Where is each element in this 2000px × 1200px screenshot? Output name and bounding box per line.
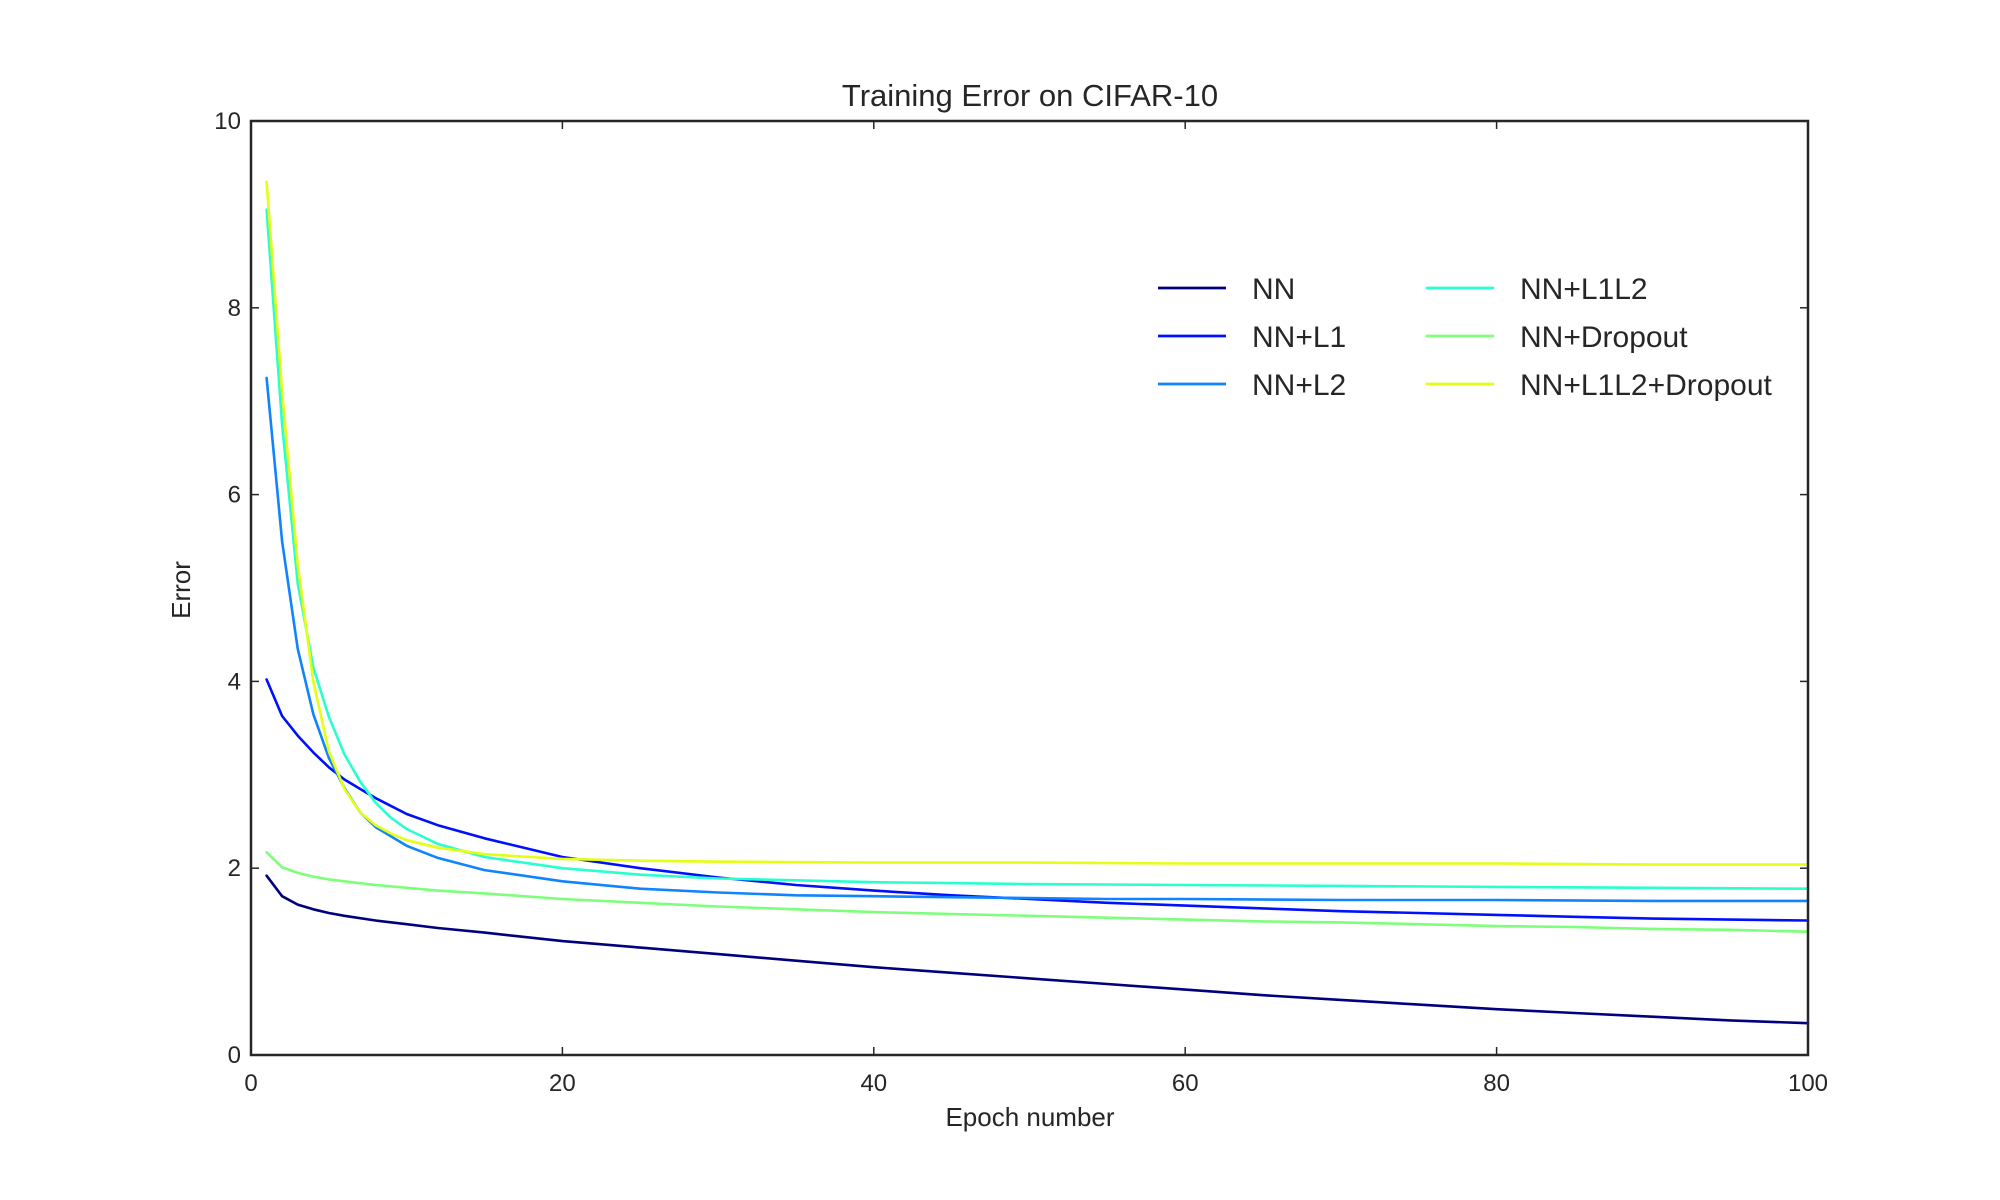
series-line-nn-plus-l1 — [265, 678, 1810, 922]
series-line-nn-plus-l1l2 — [265, 208, 1810, 890]
y-tick-label: 0 — [228, 1042, 241, 1069]
legend-label-nn-plus-l1l2-plus-dropout: NN+L1L2+Dropout — [1520, 369, 1773, 402]
series-line-nn-plus-l2 — [265, 376, 1810, 903]
x-tick-label: 80 — [1483, 1070, 1510, 1097]
x-tick-label: 20 — [549, 1070, 576, 1097]
chart-title: Training Error on CIFAR-10 — [842, 78, 1218, 113]
legend-label-nn: NN — [1252, 273, 1295, 306]
x-tick-label: 0 — [244, 1070, 257, 1097]
x-tick-label: 100 — [1788, 1070, 1828, 1097]
legend-label-nn-plus-l2: NN+L2 — [1252, 369, 1346, 402]
series-line-nn — [265, 874, 1810, 1025]
x-tick-label: 40 — [860, 1070, 887, 1097]
plot-frame — [249, 119, 1810, 1057]
y-tick-label: 4 — [228, 668, 241, 695]
y-tick-label: 8 — [228, 295, 241, 322]
y-tick-label: 6 — [228, 482, 241, 509]
legend-label-nn-plus-l1l2: NN+L1L2 — [1520, 273, 1648, 306]
x-axis-label: Epoch number — [945, 1102, 1114, 1132]
legend: NN NN+L1 NN+L2 NN+L1L2 NN+Dropout NN+L1L2+Dro… — [1158, 273, 1773, 402]
series-lines — [265, 180, 1810, 1025]
legend-label-nn-plus-l1: NN+L1 — [1252, 321, 1346, 354]
y-tick-label: 10 — [214, 108, 241, 135]
x-tick-label: 60 — [1172, 1070, 1199, 1097]
legend-label-nn-plus-dropout: NN+Dropout — [1520, 321, 1688, 354]
series-line-nn-plus-l1l2-plus-dropout — [265, 180, 1810, 866]
axis-ticks: 0 20 40 60 80 100 0 2 4 6 8 10 — [214, 108, 1828, 1097]
series-line-nn-plus-dropout — [265, 851, 1810, 933]
y-tick-label: 2 — [228, 855, 241, 882]
y-axis-label: Error — [166, 561, 196, 619]
